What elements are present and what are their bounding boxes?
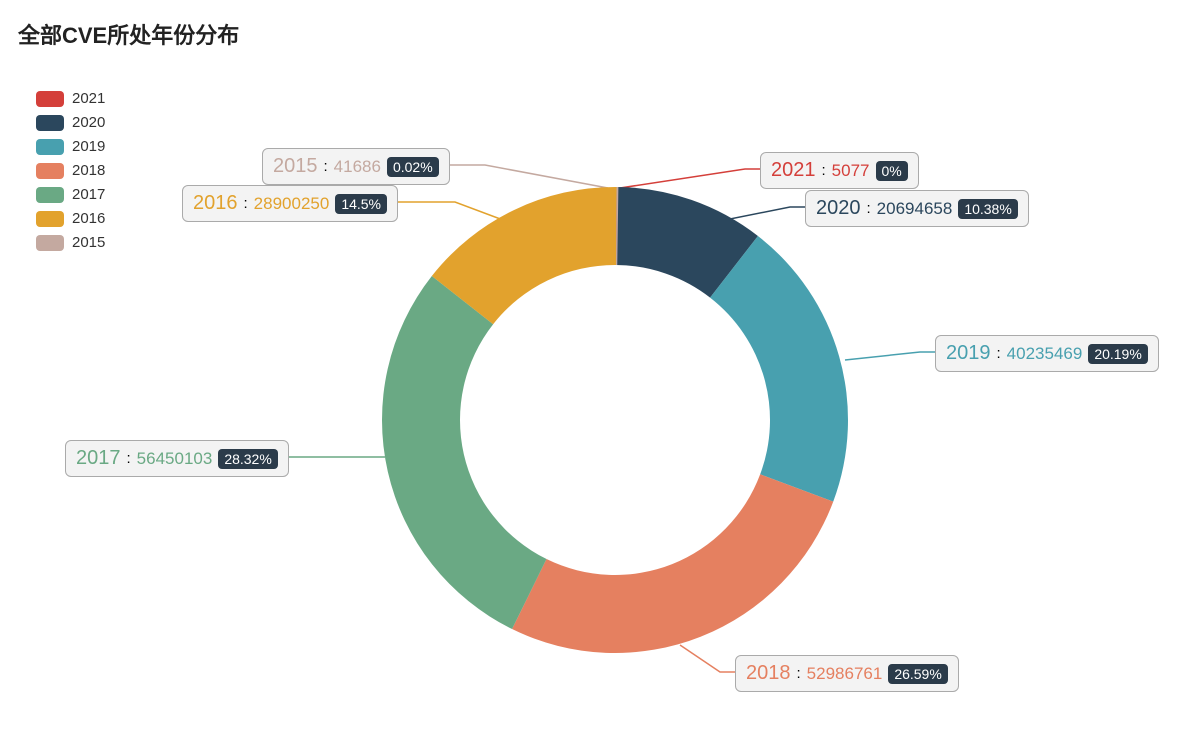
callout-percent: 0% — [876, 161, 908, 181]
callout-percent: 28.32% — [218, 449, 277, 469]
slice-callout: 2017: 56450103 28.32% — [65, 440, 289, 477]
leader-line — [680, 645, 735, 672]
slice-callout: 2016: 28900250 14.5% — [182, 185, 398, 222]
slice-callout: 2015: 41686 0.02% — [262, 148, 450, 185]
callout-value: 5077 — [832, 161, 870, 181]
callout-percent: 0.02% — [387, 157, 439, 177]
callout-percent: 10.38% — [958, 199, 1017, 219]
callout-value: 28900250 — [254, 194, 330, 214]
callout-value: 40235469 — [1007, 344, 1083, 364]
leader-line — [845, 352, 935, 360]
callout-year: 2019 — [946, 342, 991, 365]
callout-year: 2021 — [771, 159, 816, 182]
donut-slice[interactable] — [710, 236, 848, 502]
callout-percent: 20.19% — [1088, 344, 1147, 364]
slice-callout: 2018: 52986761 26.59% — [735, 655, 959, 692]
callout-percent: 26.59% — [888, 664, 947, 684]
donut-slice[interactable] — [382, 276, 547, 629]
leader-line — [620, 169, 760, 188]
callout-year: 2016 — [193, 192, 238, 215]
callout-year: 2015 — [273, 155, 318, 178]
leader-line — [450, 165, 608, 188]
callout-year: 2018 — [746, 662, 791, 685]
donut-slice[interactable] — [512, 474, 833, 653]
callout-percent: 14.5% — [335, 194, 387, 214]
leader-line — [398, 202, 503, 220]
callout-year: 2020 — [816, 197, 861, 220]
callout-value: 41686 — [334, 157, 381, 177]
slice-callout: 2020: 20694658 10.38% — [805, 190, 1029, 227]
callout-year: 2017 — [76, 447, 121, 470]
callout-value: 52986761 — [807, 664, 883, 684]
callout-value: 56450103 — [137, 449, 213, 469]
donut-chart: 2021: 5077 0% 2020: 20694658 10.38% 2019… — [0, 0, 1200, 735]
callout-value: 20694658 — [877, 199, 953, 219]
slice-callout: 2019: 40235469 20.19% — [935, 335, 1159, 372]
slice-callout: 2021: 5077 0% — [760, 152, 919, 189]
